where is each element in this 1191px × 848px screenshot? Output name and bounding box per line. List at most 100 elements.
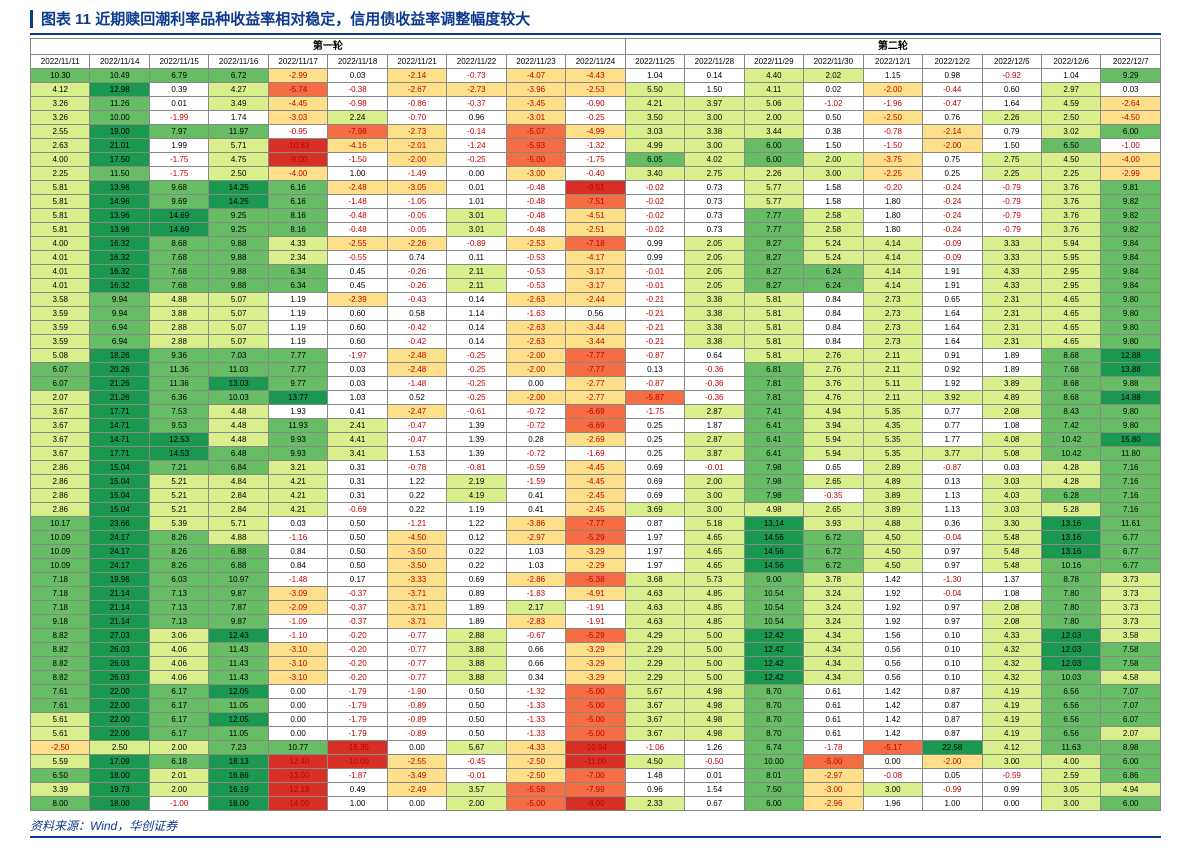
heatmap-cell: 3.01 <box>447 223 506 237</box>
heatmap-cell: 6.50 <box>1041 139 1100 153</box>
heatmap-cell: 5.67 <box>625 685 684 699</box>
table-row: 3.596.942.885.071.190.60-0.420.14-2.63-3… <box>31 335 1161 349</box>
heatmap-cell: 4.59 <box>1041 97 1100 111</box>
heatmap-cell: 0.65 <box>923 293 982 307</box>
heatmap-cell: -2.39 <box>328 293 387 307</box>
heatmap-cell: 1.13 <box>923 489 982 503</box>
heatmap-cell: -0.72 <box>506 447 565 461</box>
heatmap-cell: 1.37 <box>982 573 1041 587</box>
heatmap-cell: 7.42 <box>1041 419 1100 433</box>
date-header: 2022/11/11 <box>31 55 90 69</box>
heatmap-cell: 2.25 <box>31 167 90 181</box>
heatmap-cell: 8.16 <box>268 209 327 223</box>
heatmap-cell: 9.88 <box>209 251 268 265</box>
heatmap-cell: 13.03 <box>209 377 268 391</box>
heatmap-cell: 17.71 <box>90 405 149 419</box>
heatmap-cell: 4.33 <box>982 265 1041 279</box>
table-row: 2.2511.50-1.752.50-4.001.00-1.490.00-3.0… <box>31 167 1161 181</box>
date-header: 2022/11/24 <box>566 55 625 69</box>
heatmap-cell: 2.76 <box>804 363 863 377</box>
heatmap-cell: 3.00 <box>804 167 863 181</box>
heatmap-cell: 4.21 <box>625 97 684 111</box>
heatmap-cell: 5.07 <box>209 321 268 335</box>
heatmap-cell: 14.25 <box>209 181 268 195</box>
heatmap-cell: -0.43 <box>387 293 446 307</box>
heatmap-cell: 3.88 <box>447 657 506 671</box>
heatmap-cell: 16.32 <box>90 279 149 293</box>
heatmap-cell: 4.33 <box>268 237 327 251</box>
table-row: 5.6122.006.1711.050.00-1.79-0.890.50-1.3… <box>31 727 1161 741</box>
heatmap-cell: 4.35 <box>863 419 922 433</box>
heatmap-cell: 2.87 <box>685 405 744 419</box>
heatmap-cell: 17.09 <box>90 755 149 769</box>
heatmap-cell: 9.77 <box>268 377 327 391</box>
heatmap-cell: 0.61 <box>804 727 863 741</box>
heatmap-cell: 0.56 <box>863 671 922 685</box>
heatmap-cell: 4.98 <box>685 685 744 699</box>
date-header: 2022/11/14 <box>90 55 149 69</box>
heatmap-cell: 1.80 <box>863 223 922 237</box>
heatmap-cell: -0.47 <box>387 433 446 447</box>
heatmap-cell: 6.48 <box>209 447 268 461</box>
heatmap-cell: 0.97 <box>923 545 982 559</box>
heatmap-cell: 2.29 <box>625 657 684 671</box>
heatmap-cell: 2.26 <box>982 111 1041 125</box>
heatmap-cell: -0.25 <box>566 111 625 125</box>
heatmap-cell: 8.82 <box>31 643 90 657</box>
heatmap-cell: 17.50 <box>90 153 149 167</box>
heatmap-cell: 0.87 <box>625 517 684 531</box>
table-row: 3.599.943.885.071.190.600.581.14-1.630.5… <box>31 307 1161 321</box>
heatmap-cell: 4.65 <box>1041 307 1100 321</box>
heatmap-cell: 1.50 <box>804 139 863 153</box>
heatmap-cell: 11.63 <box>1041 741 1100 755</box>
heatmap-cell: 3.02 <box>1041 125 1100 139</box>
heatmap-cell: -10.83 <box>268 139 327 153</box>
heatmap-cell: 7.18 <box>31 601 90 615</box>
heatmap-cell: 3.78 <box>804 573 863 587</box>
heatmap-cell: 1.92 <box>863 601 922 615</box>
heatmap-cell: 8.82 <box>31 671 90 685</box>
table-row: 6.0721.2611.3613.039.770.03-1.48-0.250.0… <box>31 377 1161 391</box>
heatmap-cell: -5.17 <box>863 741 922 755</box>
heatmap-cell: 0.00 <box>268 699 327 713</box>
heatmap-cell: 5.07 <box>209 293 268 307</box>
heatmap-cell: -0.48 <box>506 181 565 195</box>
table-row: 3.2610.00-1.991.74-3.032.24-0.700.96-3.0… <box>31 111 1161 125</box>
heatmap-cell: 4.32 <box>982 671 1041 685</box>
heatmap-cell: -4.43 <box>566 69 625 83</box>
heatmap-cell: 26.03 <box>90 657 149 671</box>
heatmap-cell: 3.68 <box>625 573 684 587</box>
heatmap-cell: 5.81 <box>31 209 90 223</box>
heatmap-cell: 11.36 <box>149 363 208 377</box>
heatmap-cell: -4.16 <box>328 139 387 153</box>
heatmap-cell: 0.31 <box>328 475 387 489</box>
heatmap-cell: 4.03 <box>982 489 1041 503</box>
heatmap-cell: 8.82 <box>31 629 90 643</box>
table-row: 6.5018.002.0116.86-13.00-1.87-3.49-0.01-… <box>31 769 1161 783</box>
heatmap-cell: -0.09 <box>923 251 982 265</box>
heatmap-cell: 4.34 <box>804 629 863 643</box>
heatmap-cell: 0.69 <box>447 573 506 587</box>
heatmap-cell: 3.06 <box>149 629 208 643</box>
heatmap-cell: 0.96 <box>625 783 684 797</box>
heatmap-cell: 8.70 <box>744 713 803 727</box>
heatmap-cell: 12.53 <box>149 433 208 447</box>
heatmap-cell: 3.39 <box>31 783 90 797</box>
heatmap-cell: -0.87 <box>625 349 684 363</box>
heatmap-cell: 0.64 <box>685 349 744 363</box>
heatmap-cell: 4.65 <box>1041 321 1100 335</box>
heatmap-cell: 8.68 <box>1041 377 1100 391</box>
heatmap-cell: -0.24 <box>923 195 982 209</box>
heatmap-cell: 1.93 <box>268 405 327 419</box>
heatmap-cell: 3.01 <box>447 209 506 223</box>
heatmap-cell: 2.26 <box>744 167 803 181</box>
heatmap-cell: -7.00 <box>566 769 625 783</box>
heatmap-cell: -2.51 <box>566 223 625 237</box>
heatmap-cell: 4.28 <box>1041 461 1100 475</box>
heatmap-cell: -0.01 <box>625 265 684 279</box>
heatmap-cell: 7.68 <box>149 265 208 279</box>
heatmap-cell: 3.73 <box>1101 601 1161 615</box>
heatmap-cell: -13.00 <box>268 769 327 783</box>
heatmap-cell: -0.79 <box>982 209 1041 223</box>
heatmap-cell: -3.96 <box>506 83 565 97</box>
